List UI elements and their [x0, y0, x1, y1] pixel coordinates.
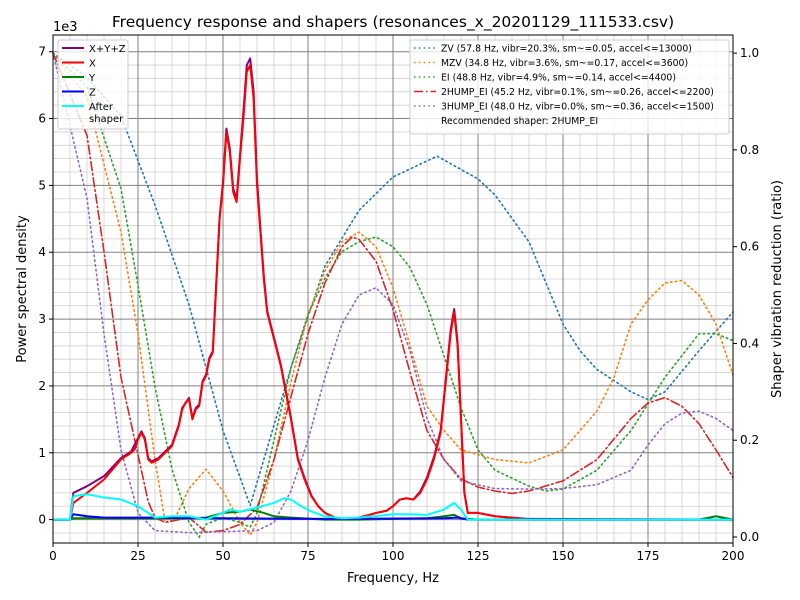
y-tick-label: 5 — [38, 178, 46, 192]
y-right-tick-label: 0.4 — [740, 336, 759, 350]
x-tick-label: 75 — [300, 549, 315, 563]
legend-label: X — [89, 59, 96, 70]
y-axis-right-label: Shaper vibration reduction (ratio) — [770, 180, 785, 398]
plot-frame — [52, 34, 734, 544]
x-tick-label: 200 — [722, 549, 745, 563]
psd-line-4 — [53, 493, 733, 521]
legend-label: X+Y+Z — [89, 44, 126, 55]
legend-label: shaper — [89, 114, 124, 125]
legend-label: MZV (34.8 Hz, vibr=3.6%, sm~=0.17, accel… — [441, 58, 688, 69]
x-tick-label: 150 — [552, 549, 575, 563]
y-right-tick-label: 0.2 — [740, 433, 759, 447]
legend-label: After — [89, 102, 114, 113]
y-right-tick-label: 0.6 — [740, 240, 759, 254]
x-axis-label: Frequency, Hz — [347, 571, 439, 586]
shaper-line-2 — [52, 52, 734, 539]
legend-label: 2HUMP_EI (45.2 Hz, vibr=0.1%, sm~=0.26, … — [441, 87, 714, 98]
y-axis-label: Power spectral density — [15, 215, 30, 363]
y-right-tick-label: 0.8 — [740, 143, 759, 157]
legend-right: ZV (57.8 Hz, vibr=20.3%, sm~=0.05, accel… — [409, 39, 730, 135]
series-lines — [52, 52, 734, 539]
psd-line-3 — [53, 513, 733, 521]
shaper-line-1 — [52, 52, 734, 537]
y-tick-label: 1 — [38, 446, 46, 460]
x-tick-label: 25 — [130, 549, 145, 563]
y-multiplier-label: 1e3 — [53, 20, 78, 35]
y-tick-label: 7 — [38, 45, 46, 59]
legend-label: EI (48.8 Hz, vibr=4.9%, sm~=0.14, accel<… — [441, 73, 676, 84]
y-tick-label: 4 — [38, 245, 46, 259]
y-tick-label: 2 — [38, 379, 46, 393]
legend-label: ZV (57.8 Hz, vibr=20.3%, sm~=0.05, accel… — [441, 44, 692, 55]
legend-right-frame — [409, 39, 730, 135]
legend-label: Y — [88, 73, 96, 84]
psd-line-1 — [53, 64, 733, 521]
y-tick-label: 0 — [38, 513, 46, 527]
x-tick-label: 50 — [215, 549, 230, 563]
chart-title: Frequency response and shapers (resonanc… — [112, 13, 674, 32]
x-tick-label: 100 — [382, 549, 405, 563]
y-tick-label: 6 — [38, 112, 46, 126]
shaper-line-4 — [52, 52, 734, 534]
x-tick-label: 125 — [467, 549, 490, 563]
grid — [52, 35, 734, 543]
shaper-line-0 — [52, 52, 734, 509]
x-tick-label: 175 — [637, 549, 660, 563]
legend-label: Z — [89, 88, 96, 99]
y-tick-label: 3 — [38, 312, 46, 326]
legend-label: 3HUMP_EI (48.0 Hz, vibr=0.0%, sm~=0.36, … — [441, 102, 714, 113]
y-right-tick-label: 1.0 — [740, 46, 759, 60]
recommended-shaper-text: Recommended shaper: 2HUMP_EI — [441, 116, 598, 127]
x-tick-label: 0 — [49, 549, 57, 563]
y-right-tick-label: 0.0 — [740, 530, 759, 544]
ticks: 0 25 50 75 100 125 150 175 200 0 1 2 3 4 5 6 7 0.0 0.2 0.4 0… — [38, 45, 759, 563]
